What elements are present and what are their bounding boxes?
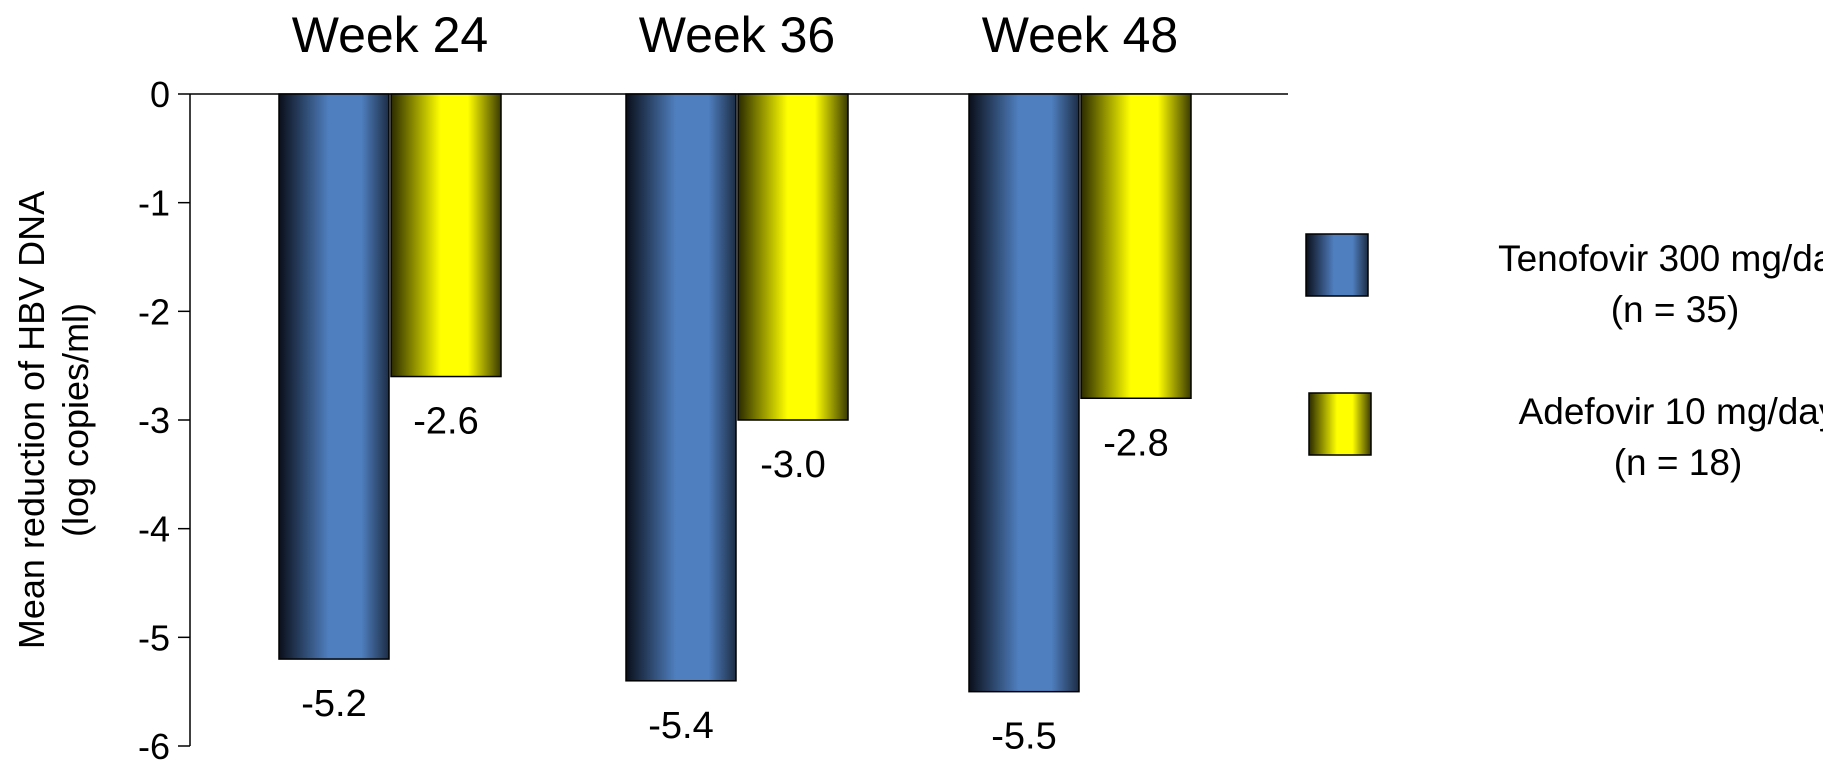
bar-adefovir (1080, 93, 1192, 400)
y-tick-label: 0 (150, 74, 170, 115)
data-label: -2.6 (413, 401, 478, 443)
axis-layer: 0 -1 -2 -3 -4 -5 -6 Mean reduction of HBV DNA(l… (11, 74, 1288, 767)
y-axis-title-line: Mean reduction of HBV DNA (11, 191, 52, 649)
data-label: -5.5 (991, 716, 1056, 758)
legend-swatch (1308, 392, 1372, 456)
data-label: -5.2 (301, 683, 366, 725)
label-layer: Week 24 -5.2 -2.6 Week 36 -5.4 -3.0 Week 48 -5.… (292, 7, 1178, 758)
legend-sublabel: (n = 18) (1614, 442, 1743, 483)
bar-adefovir (737, 93, 849, 421)
legend-swatch (1305, 233, 1369, 297)
category-label: Week 24 (292, 7, 488, 63)
category-label: Week 36 (639, 7, 835, 63)
legend: Tenofovir 300 mg/day (n = 35) Adefovir 10 … (1305, 233, 1823, 483)
data-label: -3.0 (760, 444, 825, 486)
y-axis-title: Mean reduction of HBV DNA(log copies/ml) (11, 191, 96, 649)
y-tick-label: -5 (138, 617, 170, 658)
legend-label: Adefovir 10 mg/day (1519, 391, 1823, 432)
bar-tenofovir (278, 93, 390, 660)
bar-tenofovir (625, 93, 737, 682)
y-tick-label: -3 (138, 400, 170, 441)
bar-adefovir (390, 93, 502, 378)
y-tick-label: -4 (138, 509, 170, 550)
bar-layer (278, 93, 1192, 693)
legend-sublabel: (n = 35) (1611, 289, 1740, 330)
data-label: -2.8 (1103, 422, 1168, 464)
category-label: Week 48 (982, 7, 1178, 63)
y-axis-title-line: (log copies/ml) (55, 303, 96, 537)
y-tick-label: -1 (138, 183, 170, 224)
y-tick-label: -2 (138, 291, 170, 332)
data-label: -5.4 (648, 705, 713, 747)
bar-tenofovir (968, 93, 1080, 693)
legend-label: Tenofovir 300 mg/day (1498, 238, 1823, 279)
y-tick-label: -6 (138, 726, 170, 767)
